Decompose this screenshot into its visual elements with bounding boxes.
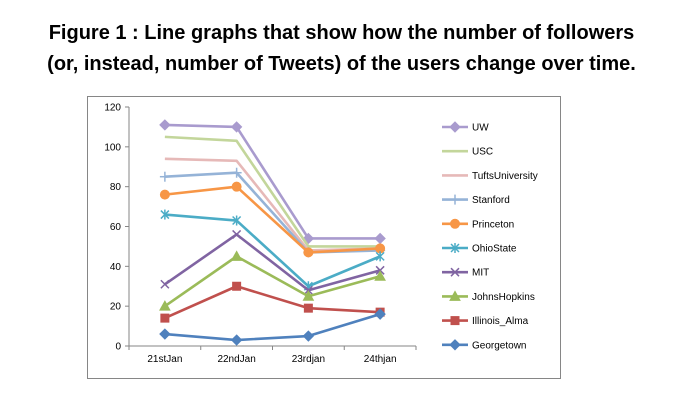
y-tick-label: 80	[110, 182, 122, 193]
data-point	[160, 209, 170, 220]
legend-marker	[449, 290, 461, 301]
x-tick-label: 22ndJan	[217, 354, 255, 365]
legend-label: USC	[472, 147, 493, 158]
x-tick-label: 24thjan	[364, 354, 397, 365]
x-tick-label: 23rdjan	[292, 354, 325, 365]
legend-label: MIT	[472, 268, 489, 279]
y-tick-label: 0	[115, 342, 121, 353]
data-point	[160, 313, 170, 323]
y-tick-label: 40	[110, 262, 122, 273]
legend-label: UW	[472, 123, 489, 134]
data-point	[159, 119, 171, 131]
data-point	[159, 189, 170, 200]
data-point	[232, 281, 242, 291]
chart-area: 0 20 40 60 80 100 120 21stJan 22ndJan 23rdjan 24th…	[87, 96, 561, 379]
data-point	[230, 334, 243, 346]
series-line	[164, 284, 381, 320]
data-point	[159, 171, 170, 182]
legend-label: Princeton	[472, 219, 514, 230]
legend-label: Stanford	[472, 195, 510, 206]
series-line	[164, 185, 381, 254]
data-point	[374, 308, 386, 320]
y-tick-label: 20	[110, 302, 122, 313]
series-line	[164, 213, 381, 288]
legend-entry: Illinois_Alma	[442, 316, 529, 327]
line-chart: 0 20 40 60 80 100 120 21stJan 22ndJan 23rdjan 24th…	[104, 103, 538, 366]
legend-marker	[450, 267, 460, 277]
data-point	[159, 300, 171, 311]
legend-entry: OhioState	[442, 243, 517, 255]
legend-entry: USC	[442, 147, 493, 158]
legend-label: Illinois_Alma	[472, 316, 529, 327]
legend-label: TuftsUniversity	[472, 171, 538, 182]
legend-entry: JohnsHopkins	[442, 290, 535, 303]
series-line	[164, 157, 381, 252]
legend-marker	[450, 218, 460, 229]
y-tick-label: 120	[104, 103, 121, 114]
figure-caption-line-1: Figure 1 : Line graphs that show how the…	[48, 22, 635, 44]
chart-axes: 0 20 40 60 80 100 120 21stJan 22ndJan 23rdjan 24th…	[104, 103, 417, 365]
x-tick-label: 21stJan	[147, 354, 182, 365]
legend-marker	[450, 194, 460, 205]
series-JohnsHopkins	[159, 250, 386, 311]
legend-label: OhioState	[472, 244, 517, 255]
series-MIT	[160, 229, 385, 295]
series-line	[164, 255, 381, 308]
series-line	[164, 233, 381, 292]
data-point	[302, 330, 315, 342]
series-Princeton	[159, 181, 386, 258]
legend-entry: TuftsUniversity	[442, 171, 538, 182]
legend-marker	[450, 316, 460, 326]
data-point	[230, 121, 243, 133]
legend-marker	[449, 121, 461, 133]
legend-entry: UW	[442, 121, 489, 134]
data-point	[232, 229, 242, 239]
series-line	[164, 123, 381, 240]
series-line	[164, 135, 381, 248]
data-point	[374, 232, 386, 245]
data-point	[375, 251, 385, 262]
series-Georgetown	[159, 308, 386, 346]
legend-label: JohnsHopkins	[472, 292, 535, 303]
data-point	[159, 328, 171, 340]
series-TuftsUniversity	[164, 157, 381, 252]
chart-series	[159, 119, 386, 346]
y-tick-label: 60	[110, 222, 122, 233]
series-line	[164, 312, 381, 342]
data-point	[231, 181, 242, 192]
data-point	[230, 250, 243, 261]
legend-entry: Princeton	[442, 218, 514, 230]
figure-caption-line-2: (or, instead, number of Tweets) of the u…	[47, 53, 636, 75]
data-point	[303, 247, 314, 258]
legend-label: Georgetown	[472, 340, 526, 351]
data-point	[231, 167, 242, 178]
data-point	[374, 270, 386, 281]
legend-entry: MIT	[442, 267, 489, 279]
chart-legend: UW USC TuftsUniversity Stanford Princeton Ohi…	[442, 121, 538, 351]
y-tick-label: 100	[104, 142, 121, 153]
data-point	[232, 215, 242, 226]
legend-marker	[450, 243, 460, 253]
series-Illinois_Alma	[160, 281, 385, 323]
legend-marker	[449, 339, 461, 351]
legend-entry: Stanford	[442, 194, 510, 206]
data-point	[302, 290, 315, 301]
series-USC	[164, 135, 381, 248]
data-point	[303, 303, 313, 313]
legend-entry: Georgetown	[442, 339, 526, 351]
data-point	[160, 279, 170, 289]
